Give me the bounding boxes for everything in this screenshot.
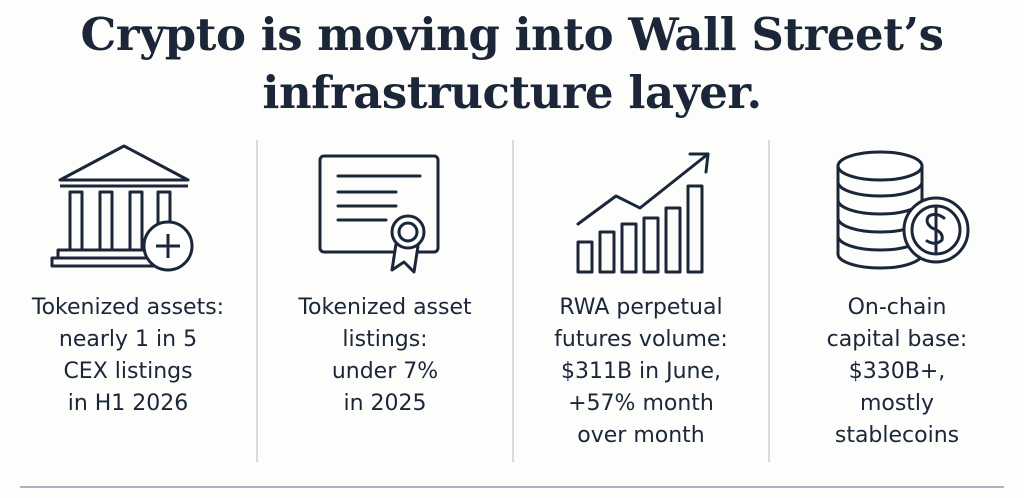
footer-rule xyxy=(20,486,1004,488)
caption-line: $330B+, xyxy=(848,359,946,384)
caption-line: $311B in June, xyxy=(560,359,722,384)
certificate-icon xyxy=(258,140,512,290)
headline-line-2: infrastructure layer. xyxy=(262,66,762,119)
headline-line-1: Crypto is moving into Wall Street’s xyxy=(80,8,944,61)
panel-caption: On-chain capital base: $330B+, mostly st… xyxy=(770,292,1024,452)
caption-line: in H1 2026 xyxy=(67,391,189,416)
caption-line: under 7% xyxy=(331,359,439,384)
caption-line: mostly xyxy=(859,391,935,416)
coins-dollar-icon xyxy=(770,140,1024,290)
panel-tokenized-assets: Tokenized assets: nearly 1 in 5 CEX list… xyxy=(0,140,256,470)
panel-divider xyxy=(512,140,514,462)
caption-line: in 2025 xyxy=(343,391,427,416)
headline: Crypto is moving into Wall Street’s infr… xyxy=(0,6,1024,122)
caption-line: RWA perpetual xyxy=(559,295,723,320)
panel-caption: Tokenized asset listings: under 7% in 20… xyxy=(258,292,512,420)
panel-tokenized-listings: Tokenized asset listings: under 7% in 20… xyxy=(258,140,512,470)
caption-line: +57% month xyxy=(568,391,714,416)
caption-line: CEX listings xyxy=(63,359,193,384)
caption-line: over month xyxy=(577,423,705,448)
caption-line: capital base: xyxy=(826,327,968,352)
caption-line: stablecoins xyxy=(834,423,960,448)
panel-divider xyxy=(768,140,770,462)
bank-plus-icon xyxy=(0,140,256,290)
panel-caption: RWA perpetual futures volume: $311B in J… xyxy=(514,292,768,452)
growth-chart-icon xyxy=(514,140,768,290)
panel-divider xyxy=(256,140,258,462)
caption-line: futures volume: xyxy=(554,327,728,352)
panel-onchain-capital: On-chain capital base: $330B+, mostly st… xyxy=(770,140,1024,470)
caption-line: Tokenized assets: xyxy=(31,295,225,320)
caption-line: listings: xyxy=(342,327,428,352)
panel-caption: Tokenized assets: nearly 1 in 5 CEX list… xyxy=(0,292,256,420)
caption-line: On-chain xyxy=(847,295,947,320)
caption-line: nearly 1 in 5 xyxy=(58,327,198,352)
caption-line: Tokenized asset xyxy=(298,295,472,320)
panel-rwa-futures: RWA perpetual futures volume: $311B in J… xyxy=(514,140,768,470)
